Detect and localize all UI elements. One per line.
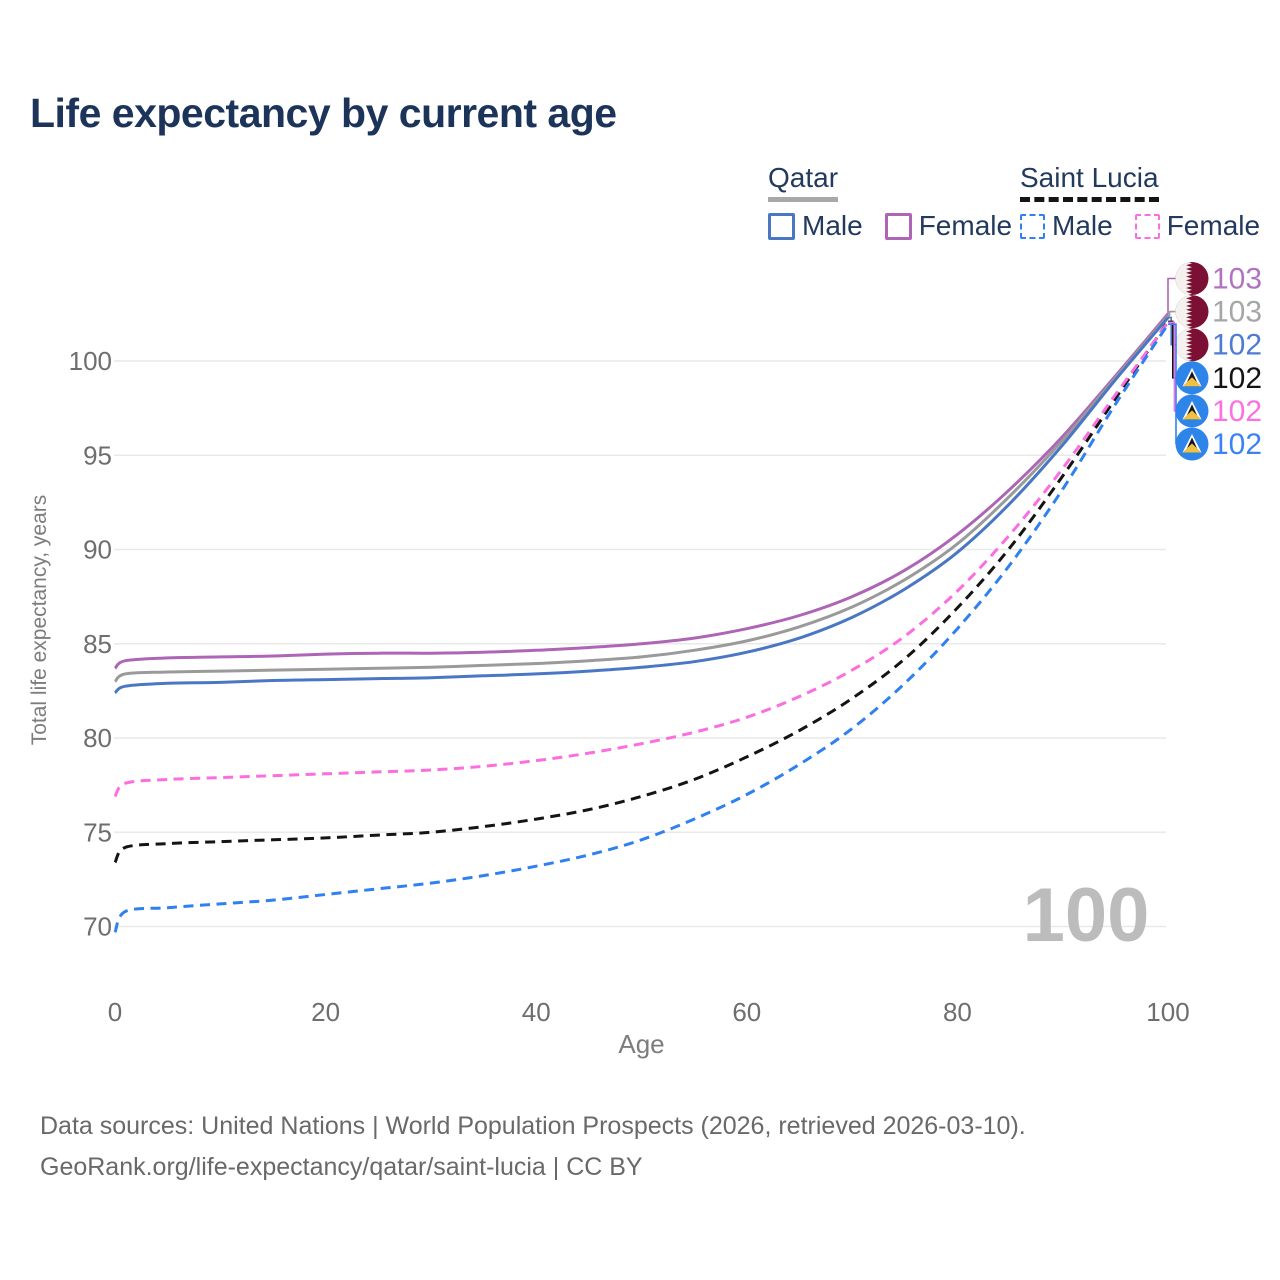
y-tick-label: 85 — [83, 629, 112, 659]
qatar-flag-icon — [1175, 328, 1209, 362]
y-tick-label: 70 — [83, 912, 112, 942]
line-saint-lucia-female[interactable] — [113, 321, 1170, 798]
x-tick-label: 20 — [311, 997, 340, 1027]
legend-saint-lucia-male[interactable]: Male — [1020, 210, 1113, 242]
x-tick-label: 0 — [108, 997, 122, 1027]
legend-swatch-saint-lucia-female-icon — [1134, 213, 1160, 239]
end-value-label-saint-lucia-male: 102 — [1212, 428, 1262, 461]
x-axis-title: Age — [618, 1029, 664, 1059]
y-tick-label: 95 — [83, 440, 112, 470]
qatar-flag-icon — [1175, 295, 1209, 329]
footer-url: GeoRank.org/life-expectancy/qatar/saint-… — [40, 1153, 643, 1181]
hover-age-watermark: 100 — [1023, 873, 1150, 958]
line-qatar-male[interactable] — [114, 316, 1170, 695]
legend-qatar-male[interactable]: Male — [768, 210, 863, 242]
legend-qatar-male-label: Male — [802, 210, 863, 241]
end-value-label-qatar-female: 103 — [1212, 263, 1262, 296]
legend-swatch-qatar-female-icon — [884, 212, 912, 240]
x-tick-label: 100 — [1146, 997, 1189, 1027]
x-tick-label: 40 — [522, 997, 551, 1027]
end-label-connector-saint-lucia-male — [1168, 323, 1177, 444]
y-tick-label: 75 — [83, 817, 112, 847]
y-axis-title: Total life expectancy, years — [28, 495, 51, 746]
end-value-label-qatar-male: 102 — [1212, 329, 1262, 362]
line-saint-lucia-male[interactable] — [113, 323, 1170, 933]
legend-swatch-qatar-male-icon — [768, 212, 795, 240]
legend-saint-lucia: Saint Lucia Male Female — [1020, 162, 1260, 242]
saint-lucia-flag-icon — [1175, 394, 1209, 428]
page-title: Life expectancy by current age — [30, 90, 617, 136]
legend-qatar-title: Qatar — [768, 162, 839, 202]
saint-lucia-flag-icon — [1175, 427, 1209, 461]
end-label-connector-qatar-total — [1168, 310, 1176, 317]
qatar-flag-icon — [1175, 262, 1209, 295]
legend-saint-lucia-female-label: Female — [1166, 210, 1261, 241]
legend-saint-lucia-male-label: Male — [1052, 210, 1113, 241]
footer: Data sources: United Nations | World Pop… — [40, 1106, 1026, 1188]
y-tick-label: 90 — [83, 535, 112, 565]
legend-qatar: Qatar Male Female — [768, 162, 1012, 242]
line-qatar-female[interactable] — [113, 312, 1170, 670]
end-value-label-qatar-total: 103 — [1212, 296, 1262, 329]
legend-qatar-female-label: Female — [918, 210, 1013, 241]
legend-swatch-saint-lucia-male-icon — [1020, 213, 1045, 239]
y-tick-label: 100 — [69, 346, 112, 376]
end-value-label-saint-lucia-female: 102 — [1212, 395, 1262, 428]
x-tick-label: 60 — [732, 997, 761, 1027]
end-value-label-saint-lucia-total: 102 — [1212, 362, 1262, 395]
y-tick-label: 80 — [83, 723, 112, 753]
saint-lucia-flag-icon — [1175, 361, 1209, 395]
footer-sources: Data sources: United Nations | World Pop… — [40, 1112, 1026, 1140]
end-label-connector-qatar-female — [1167, 277, 1176, 314]
line-qatar-total[interactable] — [113, 314, 1170, 683]
line-saint-lucia-total[interactable] — [113, 320, 1170, 864]
legend-saint-lucia-title: Saint Lucia — [1020, 162, 1159, 202]
legend-saint-lucia-female[interactable]: Female — [1134, 210, 1261, 242]
x-tick-label: 80 — [943, 997, 972, 1027]
legend-qatar-female[interactable]: Female — [884, 210, 1013, 242]
